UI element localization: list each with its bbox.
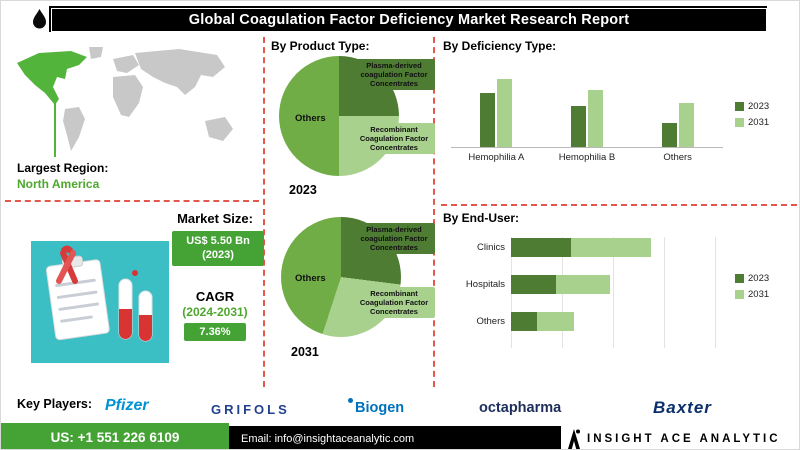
key-players-label: Key Players: <box>17 397 93 411</box>
deficiency-type-legend: 2023 2031 <box>735 101 769 128</box>
bar-group: Others <box>632 69 724 163</box>
brand-drop-icon <box>33 9 46 29</box>
category-label: Others <box>663 152 692 163</box>
legend-item: 2031 <box>735 117 769 128</box>
octapharma-logo: octapharma <box>479 400 562 416</box>
legend-item: 2023 <box>735 101 769 112</box>
largest-region-label: Largest Region: <box>17 161 109 175</box>
world-map <box>17 47 233 157</box>
category-label: Hemophilia A <box>468 152 525 163</box>
legend-swatch <box>735 102 744 111</box>
category-label: Hospitals <box>465 278 505 290</box>
divider-vertical-left <box>263 37 265 387</box>
divider-horizontal-right <box>441 204 797 206</box>
divider-horizontal-left <box>5 200 259 202</box>
pfizer-logo: Pfizer <box>105 397 149 414</box>
legend-item: 2023 <box>735 273 769 284</box>
bar-row: Others <box>449 311 727 331</box>
category-label: Others <box>476 315 505 327</box>
legend-swatch <box>735 118 744 127</box>
end-user-bar-rows: Clinics Hospitals Others <box>449 237 727 331</box>
test-tube-icon <box>118 270 153 342</box>
pie-label-plasma-2023: Plasma-derived coagulation Factor Concen… <box>353 59 435 90</box>
section-heading-deficiency-type: By Deficiency Type: <box>443 39 557 53</box>
cagr-label: CAGR <box>195 289 235 304</box>
brand-lockup: INSIGHT ACE ANALYTIC <box>567 426 781 449</box>
category-label: Clinics <box>477 241 505 253</box>
market-size-value: US$ 5.50 Bn <box>186 235 250 247</box>
pie-label-others-2023: Others <box>295 113 326 124</box>
pie-year-2023: 2023 <box>289 183 317 197</box>
grifols-logo: GRIFOLS <box>211 402 290 417</box>
report-title-bar: Global Coagulation Factor Deficiency Mar… <box>49 6 767 32</box>
section-heading-product-type: By Product Type: <box>271 39 370 53</box>
bar-row: Clinics <box>449 237 727 257</box>
pie-label-recombinant-2023: Recombinant Coagulation Factor Concentra… <box>353 123 435 154</box>
baxter-logo: Baxter <box>653 398 712 417</box>
bar-group: Hemophilia A <box>451 69 542 163</box>
pie-label-others-2031: Others <box>295 273 326 284</box>
bar-segment <box>511 274 557 294</box>
bar <box>497 78 513 147</box>
bar-segment <box>536 311 574 331</box>
divider-vertical-right <box>433 37 435 387</box>
red-ribbon-icon <box>56 245 78 284</box>
bar <box>571 106 586 147</box>
map-north-america <box>17 51 87 105</box>
category-label: Hemophilia B <box>558 152 616 163</box>
largest-region-value: North America <box>17 177 100 191</box>
bar-segment <box>511 237 572 257</box>
cagr-period: (2024-2031) <box>182 305 248 319</box>
deficiency-type-bar-chart: Hemophilia A Hemophilia B Others <box>451 69 724 163</box>
cagr-value-badge: 7.36% <box>184 323 246 341</box>
brand-name: INSIGHT ACE ANALYTIC <box>587 432 781 445</box>
medical-illustration <box>31 241 169 363</box>
biogen-dot-icon <box>348 398 353 403</box>
end-user-bar-chart: Clinics Hospitals Others <box>449 237 727 348</box>
insightace-logo-icon <box>568 428 580 449</box>
legend-item: 2031 <box>735 289 769 300</box>
pie-year-2031: 2031 <box>291 345 319 359</box>
bar-segment <box>556 274 611 294</box>
market-size-label: Market Size: <box>177 211 253 226</box>
clipboard-testtubes-icon <box>45 245 153 342</box>
market-size-year: (2023) <box>202 249 234 262</box>
pie-label-plasma-2031: Plasma-derived coagulation Factor Concen… <box>353 223 435 254</box>
bar-segment <box>511 311 537 331</box>
phone-contact: US: +1 551 226 6109 <box>1 423 229 449</box>
bar-row: Hospitals <box>449 274 727 294</box>
email-contact: Email: info@insightaceanalytic.com <box>229 426 561 449</box>
legend-swatch <box>735 274 744 283</box>
bar <box>480 93 496 147</box>
bar <box>661 122 677 147</box>
legend-swatch <box>735 290 744 299</box>
bar-segment <box>571 237 652 257</box>
bar-group: Hemophilia B <box>541 69 633 163</box>
bar <box>588 90 603 147</box>
market-size-badge: US$ 5.50 Bn (2023) <box>172 231 264 266</box>
bar <box>678 103 694 147</box>
biogen-logo: Biogen <box>348 398 404 416</box>
page-title: Global Coagulation Factor Deficiency Mar… <box>188 12 630 28</box>
end-user-legend: 2023 2031 <box>735 273 769 300</box>
pie-label-recombinant-2031: Recombinant Coagulation Factor Concentra… <box>353 287 435 318</box>
section-heading-end-user: By End-User: <box>443 211 520 225</box>
